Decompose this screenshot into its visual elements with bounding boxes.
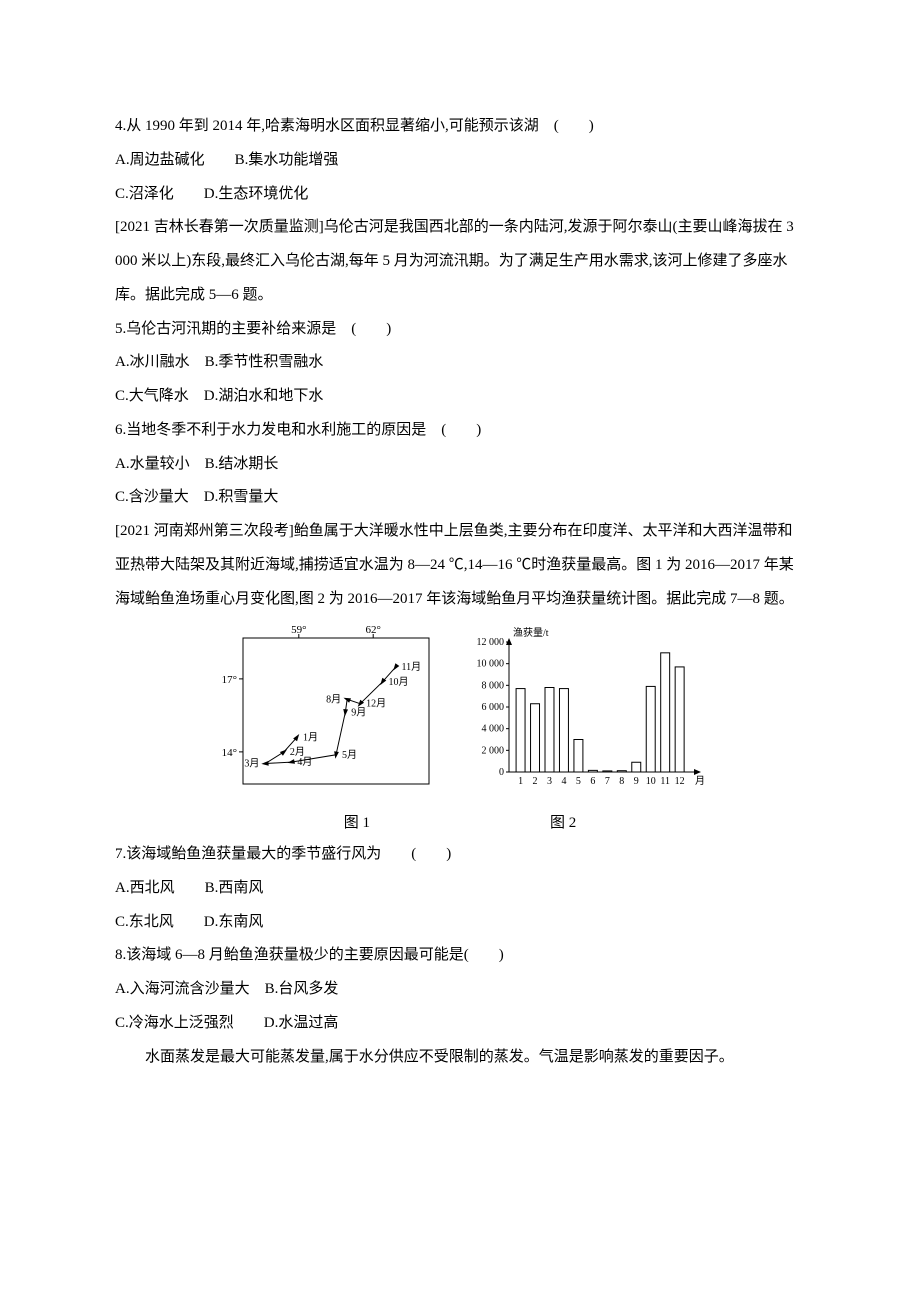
svg-text:8 000: 8 000: [482, 681, 505, 692]
figure-captions: 图 1 图 2: [115, 808, 805, 838]
figure-1-container: 59° 62° 17° 14° 1月 2月 3月 4月 5月 8月 9月 10月 11月 12月: [215, 624, 435, 808]
svg-text:4月: 4月: [297, 756, 312, 768]
svg-text:17°: 17°: [222, 674, 237, 686]
passage-7-8: [2021 河南郑州第三次段考]鲐鱼属于大洋暖水性中上层鱼类,主要分布在印度洋、…: [115, 515, 805, 616]
svg-text:5: 5: [576, 776, 581, 787]
svg-text:8月: 8月: [326, 694, 341, 706]
figure-2-caption: 图 2: [550, 808, 576, 838]
q6-stem: 6.当地冬季不利于水力发电和水利施工的原因是 ( ): [115, 414, 805, 448]
svg-text:12: 12: [675, 776, 685, 787]
svg-text:5月: 5月: [342, 749, 357, 761]
svg-text:12月: 12月: [366, 698, 386, 710]
svg-text:4: 4: [561, 776, 566, 787]
q8-stem: 8.该海域 6—8 月鲐鱼渔获量极少的主要原因最可能是( ): [115, 939, 805, 973]
svg-text:11: 11: [660, 776, 670, 787]
svg-text:0: 0: [499, 767, 504, 778]
svg-text:2: 2: [533, 776, 538, 787]
figure-1-caption: 图 1: [344, 808, 370, 838]
q4-options-ab: A.周边盐碱化 B.集水功能增强: [115, 144, 805, 178]
svg-text:62°: 62°: [365, 624, 380, 636]
svg-text:10: 10: [646, 776, 656, 787]
svg-text:6 000: 6 000: [482, 702, 505, 713]
q6-options-cd: C.含沙量大 D.积雪量大: [115, 481, 805, 515]
figure-1-svg: 59° 62° 17° 14° 1月 2月 3月 4月 5月 8月 9月 10月 11月 12月: [215, 624, 435, 794]
svg-text:2 000: 2 000: [482, 746, 505, 757]
q8-options-cd: C.冷海水上泛强烈 D.水温过高: [115, 1007, 805, 1041]
svg-text:7: 7: [605, 776, 610, 787]
svg-text:12 000: 12 000: [477, 637, 505, 648]
svg-text:10 000: 10 000: [477, 659, 505, 670]
passage-9: 水面蒸发是最大可能蒸发量,属于水分供应不受限制的蒸发。气温是影响蒸发的重要因子。: [115, 1041, 805, 1075]
svg-text:8: 8: [619, 776, 624, 787]
q7-options-ab: A.西北风 B.西南风: [115, 872, 805, 906]
q7-options-cd: C.东北风 D.东南风: [115, 906, 805, 940]
page-content: 4.从 1990 年到 2014 年,哈素海明水区面积显著缩小,可能预示该湖 (…: [0, 0, 920, 1154]
figure-row: 59° 62° 17° 14° 1月 2月 3月 4月 5月 8月 9月 10月 11月 12月 渔获量/…: [115, 624, 805, 808]
svg-text:月份: 月份: [695, 775, 705, 787]
q6-options-ab: A.水量较小 B.结冰期长: [115, 448, 805, 482]
q5-options-ab: A.冰川融水 B.季节性积雪融水: [115, 346, 805, 380]
svg-text:1: 1: [518, 776, 523, 787]
svg-text:1月: 1月: [303, 732, 318, 744]
svg-text:2月: 2月: [290, 746, 305, 758]
svg-text:3: 3: [547, 776, 552, 787]
q5-stem: 5.乌伦古河汛期的主要补给来源是 ( ): [115, 313, 805, 347]
svg-text:4 000: 4 000: [482, 724, 505, 735]
svg-text:3月: 3月: [244, 758, 259, 770]
passage-5-6: [2021 吉林长春第一次质量监测]乌伦古河是我国西北部的一条内陆河,发源于阿尔…: [115, 211, 805, 312]
svg-text:59°: 59°: [291, 624, 306, 636]
svg-text:6: 6: [590, 776, 595, 787]
figure-2-svg: 渔获量/t 0 2 000 4 000 6 000 8 000 10 000 12 000 12…: [465, 624, 705, 794]
svg-text:9: 9: [634, 776, 639, 787]
svg-text:11月: 11月: [402, 661, 422, 673]
figure-2-container: 渔获量/t 0 2 000 4 000 6 000 8 000 10 000 12 000 12…: [465, 624, 705, 808]
q4-stem: 4.从 1990 年到 2014 年,哈素海明水区面积显著缩小,可能预示该湖 (…: [115, 110, 805, 144]
svg-text:渔获量/t: 渔获量/t: [513, 627, 549, 639]
svg-text:9月: 9月: [351, 707, 366, 719]
q7-stem: 7.该海域鲐鱼渔获量最大的季节盛行风为 ( ): [115, 838, 805, 872]
svg-text:10月: 10月: [389, 676, 409, 688]
q5-options-cd: C.大气降水 D.湖泊水和地下水: [115, 380, 805, 414]
q8-options-ab: A.入海河流含沙量大 B.台风多发: [115, 973, 805, 1007]
svg-text:14°: 14°: [222, 747, 237, 759]
q4-options-cd: C.沼泽化 D.生态环境优化: [115, 178, 805, 212]
